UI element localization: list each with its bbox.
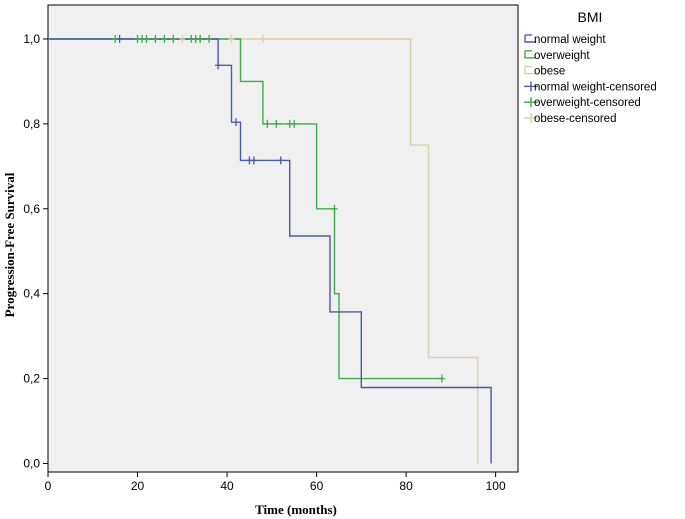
x-tick-label: 100 (486, 479, 506, 493)
censor-mark-overweight (273, 119, 280, 128)
legend: BMI normal weight overweight obese normal w… (524, 9, 657, 125)
x-tick-label: 20 (131, 479, 145, 493)
censor-mark-overweight (264, 119, 271, 128)
censor-mark-overweight (291, 119, 298, 128)
censor-mark-obese (259, 34, 266, 43)
legend-item: overweight (524, 50, 590, 62)
legend-item: normal weight (524, 34, 606, 46)
legend-label: normal weight-censored (534, 81, 657, 93)
y-tick-label: 0,2 (23, 372, 40, 386)
legend-item: obese (524, 66, 565, 78)
axis-layer: 0 20 40 60 80 100 0,0 0,2 0,4 0,6 0,8 1,0 (23, 32, 506, 493)
y-tick-label: 0,4 (23, 287, 40, 301)
censor-mark-normal-weight (250, 156, 257, 165)
series-line-overweight (48, 38, 442, 380)
legend-item: normal weight-censored (524, 81, 657, 93)
legend-item: overweight-censored (524, 97, 641, 109)
censor-mark-overweight (197, 34, 204, 43)
series-line-normal-weight (48, 38, 492, 464)
legend-label: obese-censored (534, 113, 616, 125)
x-tick-label: 40 (220, 479, 234, 493)
series-layer (48, 34, 492, 464)
censor-mark-overweight (170, 34, 177, 43)
legend-title: BMI (578, 9, 603, 25)
legend-line-swatch (524, 35, 536, 43)
censor-mark-normal-weight (116, 34, 123, 43)
legend-label: obese (534, 66, 565, 78)
plot-area (47, 4, 519, 473)
censor-mark-obese (228, 34, 235, 43)
legend-label: overweight-censored (534, 97, 641, 109)
x-axis-title: Time (months) (255, 502, 337, 517)
censor-mark-normal-weight (277, 156, 284, 165)
censor-mark-overweight (331, 204, 338, 213)
y-tick-label: 0,0 (23, 457, 40, 471)
legend-item: obese-censored (524, 113, 616, 125)
censor-mark-overweight (161, 34, 168, 43)
censor-mark-overweight (152, 34, 159, 43)
censor-mark-overweight (206, 34, 213, 43)
x-tick-label: 0 (45, 479, 52, 493)
censor-mark-obese (179, 34, 186, 43)
censor-mark-overweight (143, 34, 150, 43)
censor-mark-normal-weight (233, 118, 239, 127)
y-tick-label: 1,0 (23, 32, 40, 46)
censor-mark-overweight (438, 374, 445, 383)
legend-label: normal weight (534, 34, 606, 46)
y-tick-label: 0,8 (23, 117, 40, 131)
legend-label: overweight (534, 50, 590, 62)
legend-line-swatch (524, 66, 536, 75)
x-tick-label: 60 (310, 479, 324, 493)
series-line-obese (48, 38, 479, 464)
x-tick-label: 80 (399, 479, 413, 493)
censor-mark-normal-weight (215, 61, 222, 70)
y-axis-title: Progression-Free Survival (2, 172, 17, 317)
legend-line-swatch (524, 50, 536, 59)
y-tick-label: 0,6 (23, 202, 40, 216)
